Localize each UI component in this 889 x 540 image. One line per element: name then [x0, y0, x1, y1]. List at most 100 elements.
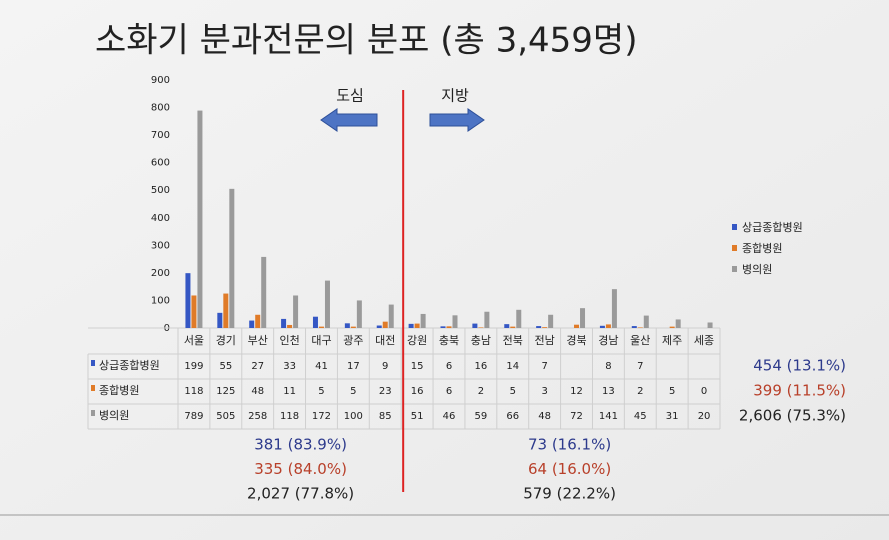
bar — [217, 312, 223, 328]
x-tick-label: 제주 — [662, 334, 682, 347]
y-tick-label: 300 — [151, 240, 170, 251]
chart-title: 소화기 분과전문의 분포 (총 3,459명) — [95, 21, 637, 61]
legend-label: 상급종합병원 — [742, 221, 803, 234]
bar — [472, 323, 478, 328]
bar — [420, 313, 426, 328]
bar — [223, 293, 229, 328]
bar — [388, 304, 394, 328]
left-arrow — [320, 108, 378, 132]
bar — [631, 326, 637, 328]
table-row-label: 상급종합병원 — [99, 359, 160, 372]
y-tick-label: 500 — [151, 185, 170, 196]
table-cell: 3 — [541, 386, 547, 397]
table-cell: 7 — [637, 361, 643, 372]
table-cell: 5 — [510, 386, 516, 397]
row-total: 399 (11.5%) — [753, 382, 846, 400]
bar — [249, 320, 255, 328]
table-legend-key — [91, 410, 95, 416]
bar — [637, 327, 643, 328]
y-tick-label: 700 — [151, 130, 170, 141]
table-cell: 23 — [379, 386, 392, 397]
bar — [599, 325, 605, 328]
bar — [287, 324, 293, 328]
table-cell: 17 — [347, 361, 360, 372]
table-cell: 0 — [701, 386, 707, 397]
table-cell: 55 — [219, 361, 232, 372]
table-cell: 2 — [637, 386, 643, 397]
bar — [643, 315, 649, 328]
table-cell: 45 — [634, 411, 647, 422]
bar — [707, 322, 713, 328]
left-subtotal: 2,027 (77.8%) — [247, 485, 354, 503]
bar — [197, 110, 203, 328]
table-cell: 5 — [669, 386, 675, 397]
bar — [452, 315, 458, 328]
x-tick-label: 강원 — [407, 334, 427, 347]
bar — [185, 273, 191, 328]
table-cell: 20 — [698, 411, 711, 422]
table-cell: 59 — [475, 411, 488, 422]
bar — [312, 316, 318, 328]
table-cell: 258 — [248, 411, 267, 422]
y-tick-label: 800 — [151, 103, 170, 114]
table-cell: 5 — [350, 386, 356, 397]
bar — [669, 326, 675, 328]
bar — [356, 300, 362, 328]
bar — [293, 295, 299, 328]
bar — [605, 324, 611, 328]
table-cell: 12 — [570, 386, 583, 397]
bar — [548, 314, 554, 328]
bar — [611, 289, 617, 328]
table-cell: 199 — [184, 361, 203, 372]
table-cell: 14 — [506, 361, 519, 372]
x-tick-label: 서울 — [184, 334, 204, 347]
table-cell: 7 — [541, 361, 547, 372]
y-tick-label: 200 — [151, 268, 170, 279]
table-cell: 5 — [318, 386, 324, 397]
x-tick-label: 전남 — [535, 334, 555, 347]
bar — [324, 280, 330, 328]
y-tick-label: 600 — [151, 158, 170, 169]
table-cell: 789 — [184, 411, 203, 422]
bar — [229, 188, 235, 328]
x-tick-label: 인천 — [279, 333, 299, 347]
table-cell: 27 — [251, 361, 264, 372]
right-subtotal: 579 (22.2%) — [523, 485, 616, 503]
x-tick-label: 경남 — [598, 334, 618, 347]
bar — [255, 314, 261, 328]
bar — [350, 326, 356, 328]
row-total: 2,606 (75.3%) — [739, 407, 846, 425]
bar — [281, 318, 287, 328]
table-cell: 141 — [599, 411, 618, 422]
bar — [440, 326, 446, 328]
x-tick-label: 광주 — [343, 334, 363, 347]
row-total: 454 (13.1%) — [753, 357, 846, 375]
table-cell: 85 — [379, 411, 392, 422]
bar — [574, 324, 580, 328]
table-cell: 8 — [605, 361, 611, 372]
table-cell: 118 — [184, 386, 203, 397]
table-row-label: 종합병원 — [99, 384, 139, 397]
right-subtotal: 73 (16.1%) — [528, 436, 611, 454]
table-cell: 48 — [538, 411, 551, 422]
table-cell: 505 — [216, 411, 235, 422]
table-cell: 16 — [475, 361, 488, 372]
table-cell: 100 — [344, 411, 363, 422]
table-cell: 46 — [443, 411, 456, 422]
right-arrow — [429, 108, 485, 132]
bar — [318, 326, 324, 328]
y-tick-label: 400 — [151, 213, 170, 224]
bar — [504, 324, 510, 328]
bar — [516, 309, 522, 328]
legend-swatch — [732, 245, 737, 251]
right-subtotal: 64 (16.0%) — [528, 460, 611, 478]
x-tick-label: 부산 — [248, 334, 268, 347]
x-tick-label: 울산 — [630, 334, 650, 347]
bar — [542, 327, 548, 328]
bar — [580, 308, 586, 328]
table-cell: 118 — [280, 411, 299, 422]
table-legend-key — [91, 360, 95, 366]
table-cell: 15 — [411, 361, 424, 372]
